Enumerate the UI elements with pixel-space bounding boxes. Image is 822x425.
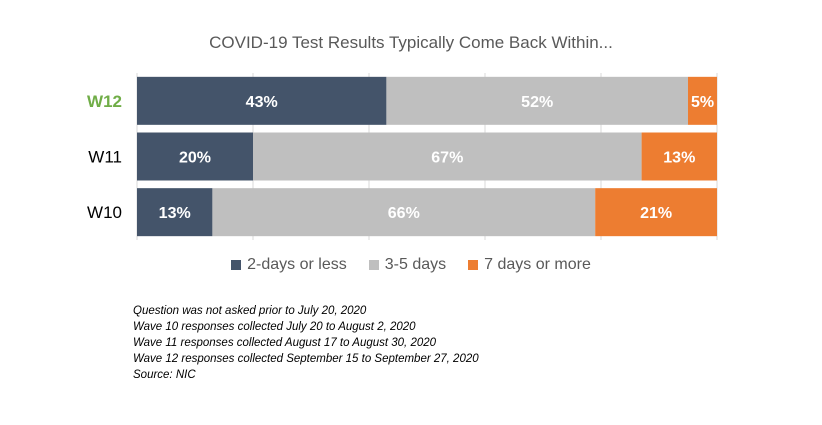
legend-item-7-days: 7 days or more bbox=[468, 256, 591, 274]
footnotes: Question was not asked prior to July 20,… bbox=[133, 303, 479, 383]
footnote-line: Source: NIC bbox=[133, 369, 196, 381]
bar-segment bbox=[212, 188, 596, 237]
data-label: 13% bbox=[663, 150, 695, 167]
bar-segment bbox=[137, 76, 387, 125]
bar-segment bbox=[595, 188, 717, 237]
bar-segment bbox=[137, 132, 253, 181]
legend-item-3-5-days: 3-5 days bbox=[368, 256, 447, 274]
chart-title: COVID-19 Test Results Typically Come Bac… bbox=[209, 33, 613, 52]
legend: 2-days or less 3-5 days 7 days or more bbox=[0, 256, 822, 274]
data-label: 66% bbox=[388, 205, 420, 222]
legend-item-2-days: 2-days or less bbox=[231, 256, 347, 274]
data-label: 52% bbox=[521, 94, 553, 111]
footnote-line: Wave 12 responses collected September 15… bbox=[133, 353, 479, 365]
footnote-line: Question was not asked prior to July 20,… bbox=[133, 305, 367, 317]
legend-swatch-3-5-days bbox=[368, 260, 379, 270]
data-label: 67% bbox=[431, 150, 463, 167]
bar-segment bbox=[641, 132, 717, 181]
bar-segment bbox=[253, 132, 642, 181]
footnote-line: Wave 10 responses collected July 20 to A… bbox=[133, 321, 416, 333]
footnote-line: Wave 11 responses collected August 17 to… bbox=[133, 337, 437, 349]
category-label: W10 bbox=[87, 203, 122, 222]
bar-segment bbox=[386, 76, 688, 125]
data-label: 5% bbox=[691, 94, 714, 111]
bar-segment bbox=[137, 188, 213, 237]
category-label: W12 bbox=[87, 92, 122, 111]
data-label: 13% bbox=[159, 205, 191, 222]
category-label: W11 bbox=[88, 148, 122, 167]
legend-label-3-5-days: 3-5 days bbox=[384, 256, 447, 273]
data-label: 21% bbox=[640, 205, 672, 222]
legend-swatch-2-days bbox=[231, 260, 242, 270]
data-label: 20% bbox=[179, 150, 211, 167]
legend-label-2-days: 2-days or less bbox=[247, 256, 347, 273]
data-label: 43% bbox=[246, 94, 278, 111]
plot-area: W12 43% 52% 5% W11 20% 67% 13% W10 13% 66% 21% bbox=[87, 73, 718, 240]
bar-segment bbox=[688, 76, 717, 125]
legend-swatch-7-days bbox=[468, 260, 479, 270]
legend-label-7-days: 7 days or more bbox=[484, 256, 591, 273]
